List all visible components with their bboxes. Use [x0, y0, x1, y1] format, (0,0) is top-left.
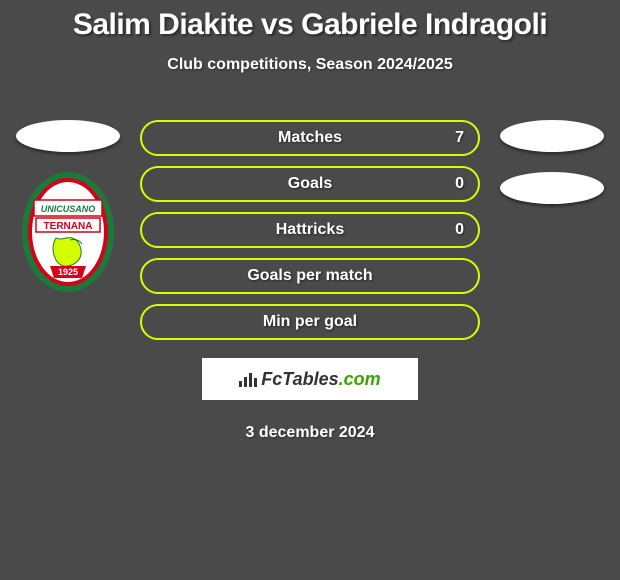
stats-column: Matches 7 Goals 0 Hattricks 0 Goals per … — [140, 120, 480, 442]
left-team-badge: UNICUSANO TERNANA 1925 — [20, 170, 116, 294]
attribution-box: FcTables.com — [202, 358, 418, 400]
chart-bars-icon — [239, 371, 257, 387]
left-player-column: UNICUSANO TERNANA 1925 — [8, 120, 128, 294]
date-text: 3 december 2024 — [246, 424, 375, 442]
stat-row-matches: Matches 7 — [140, 120, 480, 156]
stat-label: Goals per match — [247, 267, 372, 285]
stat-label: Min per goal — [263, 313, 357, 331]
stat-right-value: 0 — [455, 175, 464, 193]
stat-row-goals-per-match: Goals per match — [140, 258, 480, 294]
attribution-suffix: .com — [339, 369, 381, 389]
page-title: Salim Diakite vs Gabriele Indragoli — [0, 0, 620, 42]
stat-label: Matches — [278, 129, 342, 147]
stat-label: Hattricks — [276, 221, 344, 239]
badge-year: 1925 — [58, 267, 78, 277]
right-team-placeholder — [500, 172, 604, 204]
badge-top-text: UNICUSANO — [41, 204, 96, 214]
stat-right-value: 0 — [455, 221, 464, 239]
badge-mid-text: TERNANA — [44, 221, 93, 232]
attribution-brand: FcTables — [261, 369, 338, 389]
stat-label: Goals — [288, 175, 332, 193]
stat-row-min-per-goal: Min per goal — [140, 304, 480, 340]
stat-right-value: 7 — [455, 129, 464, 147]
subtitle: Club competitions, Season 2024/2025 — [0, 56, 620, 74]
right-player-column — [492, 120, 612, 204]
left-player-avatar — [16, 120, 120, 152]
right-player-avatar — [500, 120, 604, 152]
attribution-text: FcTables.com — [261, 369, 380, 390]
stat-row-hattricks: Hattricks 0 — [140, 212, 480, 248]
stat-row-goals: Goals 0 — [140, 166, 480, 202]
